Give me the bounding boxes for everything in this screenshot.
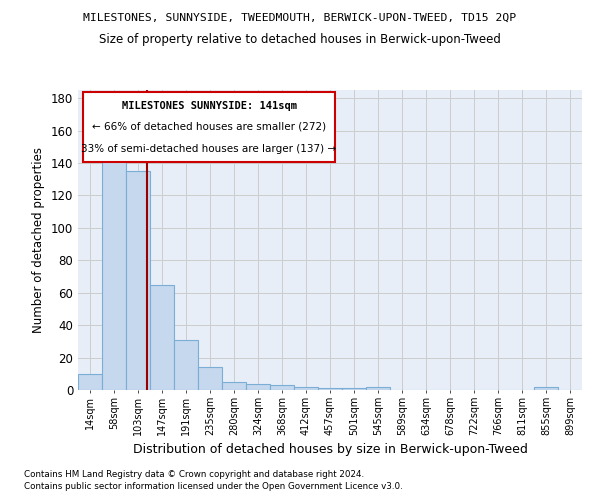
Text: 33% of semi-detached houses are larger (137) →: 33% of semi-detached houses are larger (…	[82, 144, 337, 154]
Text: Contains HM Land Registry data © Crown copyright and database right 2024.: Contains HM Land Registry data © Crown c…	[24, 470, 364, 479]
Bar	[534, 387, 558, 390]
Bar	[246, 384, 270, 390]
X-axis label: Distribution of detached houses by size in Berwick-upon-Tweed: Distribution of detached houses by size …	[133, 444, 527, 456]
Text: Size of property relative to detached houses in Berwick-upon-Tweed: Size of property relative to detached ho…	[99, 32, 501, 46]
Bar	[366, 387, 390, 390]
FancyBboxPatch shape	[83, 92, 335, 162]
Bar	[78, 374, 102, 390]
Bar	[270, 385, 294, 390]
Bar	[198, 368, 222, 390]
Text: MILESTONES SUNNYSIDE: 141sqm: MILESTONES SUNNYSIDE: 141sqm	[122, 100, 296, 110]
Bar	[318, 388, 342, 390]
Text: ← 66% of detached houses are smaller (272): ← 66% of detached houses are smaller (27…	[92, 122, 326, 132]
Text: MILESTONES, SUNNYSIDE, TWEEDMOUTH, BERWICK-UPON-TWEED, TD15 2QP: MILESTONES, SUNNYSIDE, TWEEDMOUTH, BERWI…	[83, 12, 517, 22]
Y-axis label: Number of detached properties: Number of detached properties	[32, 147, 45, 333]
Bar	[126, 171, 150, 390]
Bar	[294, 387, 318, 390]
Bar	[222, 382, 246, 390]
Bar	[150, 284, 174, 390]
Bar	[102, 160, 126, 390]
Bar	[342, 388, 366, 390]
Bar	[174, 340, 198, 390]
Text: Contains public sector information licensed under the Open Government Licence v3: Contains public sector information licen…	[24, 482, 403, 491]
